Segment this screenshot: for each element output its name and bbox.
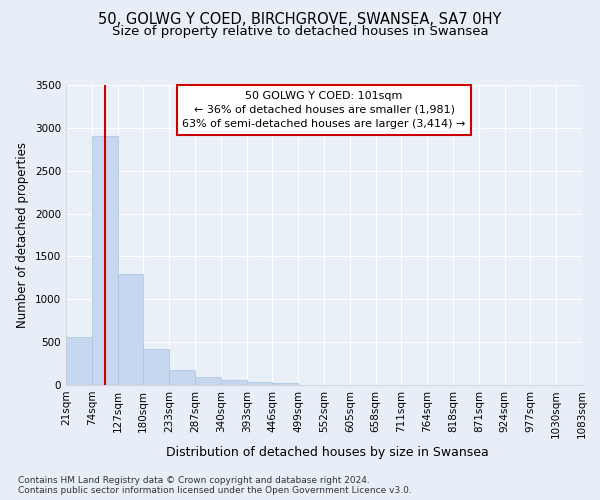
- Bar: [143, 350, 169, 385]
- Bar: [66, 337, 92, 385]
- Text: Contains HM Land Registry data © Crown copyright and database right 2024.: Contains HM Land Registry data © Crown c…: [18, 476, 370, 485]
- Bar: [92, 136, 118, 385]
- Text: 50, GOLWG Y COED, BIRCHGROVE, SWANSEA, SA7 0HY: 50, GOLWG Y COED, BIRCHGROVE, SWANSEA, S…: [98, 12, 502, 28]
- Text: Distribution of detached houses by size in Swansea: Distribution of detached houses by size …: [166, 446, 488, 459]
- Text: Contains public sector information licensed under the Open Government Licence v3: Contains public sector information licen…: [18, 486, 412, 495]
- Text: 50 GOLWG Y COED: 101sqm  
← 36% of detached houses are smaller (1,981)
63% of se: 50 GOLWG Y COED: 101sqm ← 36% of detache…: [182, 91, 466, 129]
- Bar: [221, 380, 247, 385]
- Text: Size of property relative to detached houses in Swansea: Size of property relative to detached ho…: [112, 25, 488, 38]
- Y-axis label: Number of detached properties: Number of detached properties: [16, 142, 29, 328]
- Bar: [118, 274, 143, 385]
- Bar: [195, 378, 221, 385]
- Bar: [272, 383, 298, 385]
- Bar: [169, 370, 195, 385]
- Bar: [247, 382, 272, 385]
